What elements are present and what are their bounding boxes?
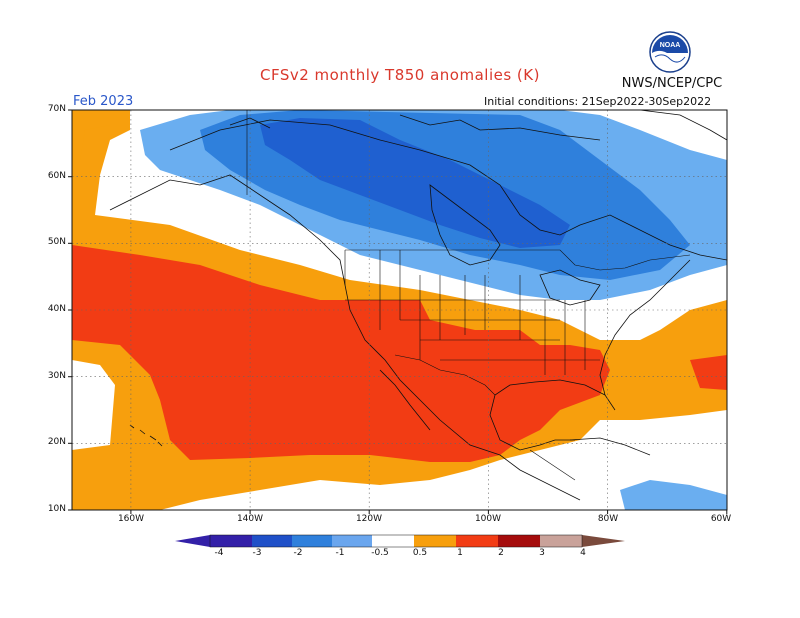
- colorbar-arrow-left: [175, 535, 210, 547]
- coastlines: [109, 110, 727, 501]
- colorbar-label: 1: [457, 548, 463, 558]
- chart-title: CFSv2 monthly T850 anomalies (K): [260, 66, 540, 84]
- lon-label: 60W: [710, 514, 732, 524]
- colorbar-swatch: [332, 535, 372, 547]
- forecast-month: Feb 2023: [73, 94, 134, 109]
- dark-blue-anomaly-region: [260, 118, 570, 248]
- colorbar-swatch: [252, 535, 292, 547]
- colorbar: [175, 534, 625, 548]
- colorbar-label: -2: [293, 548, 303, 558]
- colorbar-swatch: [456, 535, 498, 547]
- lon-label: 80W: [597, 514, 619, 524]
- lat-label: 60N: [47, 171, 66, 181]
- borders: [246, 110, 691, 481]
- colorbar-swatch: [372, 535, 414, 547]
- colorbar-label: 0.5: [412, 548, 428, 558]
- lat-label: 50N: [47, 237, 66, 247]
- neutral-region-west: [72, 360, 115, 450]
- red-anomaly-region: [72, 245, 610, 462]
- graticule: [72, 110, 727, 510]
- lat-label: 70N: [47, 104, 66, 114]
- colorbar-swatch: [292, 535, 332, 547]
- initial-conditions: Initial conditions: 21Sep2022-30Sep2022: [484, 95, 712, 108]
- axis-ticks: [68, 109, 728, 514]
- logo-text: NOAA: [660, 42, 681, 49]
- colorbar-swatch: [210, 535, 252, 547]
- agency-label: NWS/NCEP/CPC: [621, 76, 723, 91]
- colorbar-label: -1: [335, 548, 345, 558]
- lat-label: 30N: [47, 371, 66, 381]
- colorbar-swatch: [414, 535, 456, 547]
- colorbar-label: -3: [252, 548, 262, 558]
- lat-label: 40N: [47, 304, 66, 314]
- colorbar-label: -4: [214, 548, 224, 558]
- lon-label: 100W: [474, 514, 502, 524]
- colorbar-label: 3: [539, 548, 545, 558]
- colorbar-swatch: [498, 535, 540, 547]
- colorbar-label: -0.5: [371, 548, 389, 558]
- noaa-logo-icon: NOAA: [649, 31, 691, 73]
- colorbar-label: 4: [580, 548, 586, 558]
- colorbar-swatch: [540, 535, 582, 547]
- anomaly-field: [72, 110, 727, 510]
- colorbar-label: 2: [498, 548, 504, 558]
- lat-label: 20N: [47, 437, 66, 447]
- lat-label: 10N: [47, 504, 66, 514]
- colorbar-arrow-right: [582, 535, 625, 547]
- lon-label: 120W: [355, 514, 383, 524]
- lon-label: 140W: [236, 514, 264, 524]
- lon-label: 160W: [117, 514, 145, 524]
